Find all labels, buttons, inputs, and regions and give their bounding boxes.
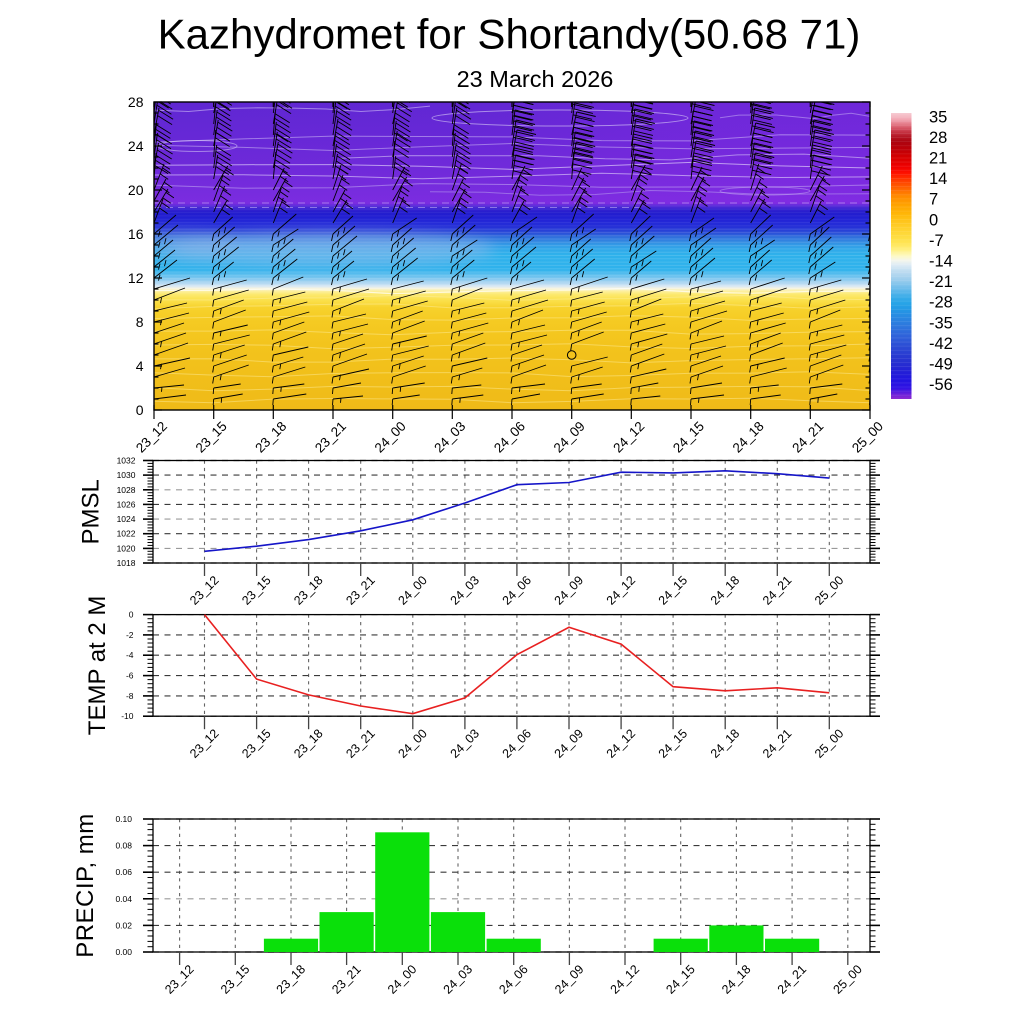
svg-text:TEMP at 2 M: TEMP at 2 M — [84, 596, 111, 736]
svg-text:25_00: 25_00 — [812, 726, 847, 761]
svg-text:24_12: 24_12 — [604, 726, 639, 761]
svg-text:24_21: 24_21 — [775, 962, 810, 997]
svg-text:23_18: 23_18 — [252, 419, 289, 456]
svg-text:23_15: 23_15 — [218, 962, 253, 997]
svg-text:1018: 1018 — [117, 558, 136, 568]
svg-text:1024: 1024 — [117, 514, 136, 524]
svg-text:24_06: 24_06 — [500, 726, 535, 761]
svg-text:25_00: 25_00 — [849, 419, 886, 456]
svg-text:-4: -4 — [126, 650, 134, 660]
svg-text:23_21: 23_21 — [343, 726, 378, 761]
svg-text:23_21: 23_21 — [312, 419, 349, 456]
svg-text:24_15: 24_15 — [670, 419, 707, 456]
svg-text:24_06: 24_06 — [500, 573, 535, 608]
svg-text:0.00: 0.00 — [115, 947, 132, 957]
svg-text:24_03: 24_03 — [441, 962, 476, 997]
svg-text:20: 20 — [128, 182, 144, 198]
svg-text:24_03: 24_03 — [431, 419, 468, 456]
svg-text:-35: -35 — [929, 314, 953, 332]
svg-text:23_15: 23_15 — [193, 419, 230, 456]
svg-text:24_00: 24_00 — [385, 962, 420, 997]
svg-text:-14: -14 — [929, 253, 953, 271]
svg-text:0.06: 0.06 — [115, 867, 132, 877]
svg-text:24_09: 24_09 — [552, 726, 587, 761]
svg-text:24_15: 24_15 — [656, 573, 691, 608]
svg-text:24_18: 24_18 — [708, 726, 743, 761]
svg-text:0: 0 — [136, 402, 144, 418]
svg-text:23_18: 23_18 — [291, 573, 326, 608]
svg-text:-42: -42 — [929, 335, 953, 353]
svg-text:-56: -56 — [929, 376, 953, 394]
svg-text:0.04: 0.04 — [115, 894, 132, 904]
svg-text:23_21: 23_21 — [329, 962, 364, 997]
svg-text:-10: -10 — [121, 711, 134, 721]
svg-text:24_00: 24_00 — [395, 726, 430, 761]
svg-text:23_18: 23_18 — [291, 726, 326, 761]
svg-text:25_00: 25_00 — [830, 962, 865, 997]
svg-text:24_12: 24_12 — [604, 573, 639, 608]
svg-text:1022: 1022 — [117, 529, 136, 539]
svg-text:28: 28 — [128, 94, 144, 110]
svg-text:23_15: 23_15 — [239, 573, 274, 608]
svg-text:24_03: 24_03 — [448, 726, 483, 761]
svg-text:21: 21 — [929, 150, 947, 168]
svg-text:1032: 1032 — [117, 456, 136, 466]
svg-text:25_00: 25_00 — [812, 573, 847, 608]
svg-text:23_15: 23_15 — [239, 726, 274, 761]
svg-text:24_09: 24_09 — [552, 573, 587, 608]
svg-text:-28: -28 — [929, 294, 953, 312]
svg-text:16: 16 — [128, 226, 144, 242]
svg-text:0.02: 0.02 — [115, 920, 132, 930]
svg-text:0: 0 — [129, 610, 134, 620]
svg-text:-21: -21 — [929, 273, 953, 291]
svg-text:24_12: 24_12 — [610, 419, 647, 456]
svg-text:24_06: 24_06 — [491, 419, 528, 456]
svg-text:0.10: 0.10 — [115, 814, 132, 824]
svg-text:24_09: 24_09 — [552, 962, 587, 997]
svg-text:Kazhydromet for Shortandy(50.6: Kazhydromet for Shortandy(50.68 71) — [158, 11, 861, 58]
svg-text:-8: -8 — [126, 691, 134, 701]
svg-text:4: 4 — [136, 358, 144, 374]
svg-text:PRECIP, mm: PRECIP, mm — [72, 813, 99, 958]
svg-text:23 March 2026: 23 March 2026 — [457, 66, 614, 92]
svg-text:0: 0 — [929, 211, 938, 229]
svg-text:0.08: 0.08 — [115, 841, 132, 851]
svg-text:24_00: 24_00 — [372, 419, 409, 456]
svg-text:24_21: 24_21 — [760, 726, 795, 761]
svg-text:35: 35 — [929, 108, 947, 126]
svg-text:24_06: 24_06 — [496, 962, 531, 997]
svg-text:24: 24 — [128, 138, 144, 154]
svg-text:12: 12 — [128, 270, 144, 286]
svg-text:24_09: 24_09 — [551, 419, 588, 456]
svg-text:PMSL: PMSL — [78, 479, 105, 544]
svg-text:23_12: 23_12 — [133, 419, 170, 456]
svg-text:23_12: 23_12 — [162, 962, 197, 997]
svg-text:23_21: 23_21 — [343, 573, 378, 608]
svg-text:-6: -6 — [126, 671, 134, 681]
svg-text:8: 8 — [136, 314, 144, 330]
svg-text:24_15: 24_15 — [656, 726, 691, 761]
svg-text:24_21: 24_21 — [760, 573, 795, 608]
svg-text:1020: 1020 — [117, 543, 136, 553]
svg-text:28: 28 — [929, 129, 947, 147]
svg-text:24_18: 24_18 — [708, 573, 743, 608]
svg-text:-49: -49 — [929, 356, 953, 374]
svg-text:24_15: 24_15 — [663, 962, 698, 997]
svg-text:1026: 1026 — [117, 499, 136, 509]
svg-text:24_18: 24_18 — [730, 419, 767, 456]
svg-text:23_12: 23_12 — [187, 573, 222, 608]
svg-text:24_03: 24_03 — [448, 573, 483, 608]
svg-text:24_21: 24_21 — [789, 419, 826, 456]
svg-text:14: 14 — [929, 170, 947, 188]
svg-text:-7: -7 — [929, 232, 944, 250]
svg-text:1028: 1028 — [117, 485, 136, 495]
svg-text:-2: -2 — [126, 630, 134, 640]
svg-text:23_18: 23_18 — [274, 962, 309, 997]
svg-text:24_00: 24_00 — [395, 573, 430, 608]
svg-text:7: 7 — [929, 191, 938, 209]
svg-text:24_12: 24_12 — [608, 962, 643, 997]
svg-text:24_18: 24_18 — [719, 962, 754, 997]
svg-text:1030: 1030 — [117, 470, 136, 480]
svg-text:23_12: 23_12 — [187, 726, 222, 761]
